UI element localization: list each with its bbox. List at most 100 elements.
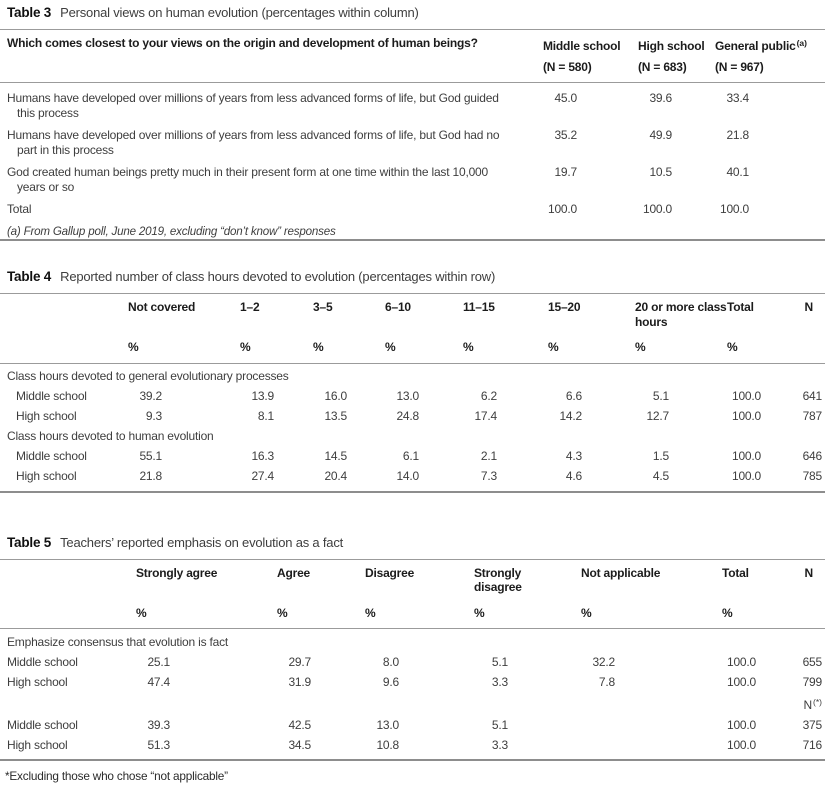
table4-label: Table 4 xyxy=(7,269,52,284)
col-header: 6–10 xyxy=(385,293,463,329)
cell-value: 3.3 xyxy=(491,737,508,752)
table4-header-row: Not covered 1–2 3–5 6–10 11–15 15–20 20 … xyxy=(0,293,825,329)
cell-value: 24.8 xyxy=(396,409,419,423)
table3-header-row: Which comes closest to your views on the… xyxy=(0,29,825,83)
cell-value: 100.0 xyxy=(726,674,756,689)
cell-value: 39.3 xyxy=(147,717,170,732)
section-label: Class hours devoted to human evolution xyxy=(7,429,214,443)
cell-value: 7.3 xyxy=(480,469,497,483)
cell-value: 100.0 xyxy=(731,469,761,483)
percent-header: % xyxy=(313,329,385,364)
table3-section: Table 3 Personal views on human evolution… xyxy=(0,5,825,241)
cell: 8.0 xyxy=(365,649,474,669)
cell-value: 45.0 xyxy=(554,91,577,105)
cell-value: 20.4 xyxy=(324,469,347,483)
cell-value: 5.1 xyxy=(652,389,669,403)
row-label: Middle school xyxy=(16,449,87,463)
cell-value: 7.8 xyxy=(598,674,615,689)
cell-value: 100.0 xyxy=(731,389,761,403)
cell: 39.6 xyxy=(638,83,715,121)
col-header: Disagree xyxy=(365,558,474,595)
cell-n: 655 xyxy=(802,654,823,669)
table-row: High school 9.3 8.1 13.5 24.8 17.4 14.2 … xyxy=(0,404,825,424)
col-header: 20 or more class hours xyxy=(635,293,727,329)
table3-footnote-row: (a) From Gallup poll, June 2019, excludi… xyxy=(0,217,825,241)
cell-value: 10.5 xyxy=(649,165,672,179)
percent-header: % xyxy=(365,594,474,629)
cell-value: 51.3 xyxy=(147,737,170,752)
cell-value: 100.0 xyxy=(731,409,761,423)
table-row: Middle school 25.1 29.7 8.0 5.1 32.2 100… xyxy=(0,649,825,669)
cell: 6.6 xyxy=(548,384,635,404)
cell-value: 31.9 xyxy=(288,674,311,689)
col-header: 1–2 xyxy=(240,293,313,329)
cell-value: 34.5 xyxy=(288,737,311,752)
cell: 16.3 xyxy=(240,444,313,464)
cell-value: 1.5 xyxy=(652,449,669,463)
table3-desc: Personal views on human evolution (perce… xyxy=(60,5,419,20)
cell: 100.0 xyxy=(727,444,795,464)
section-header-row: Emphasize consensus that evolution is fa… xyxy=(0,629,825,650)
cell-value: 17.4 xyxy=(474,409,497,423)
col-header: Not applicable xyxy=(581,558,722,595)
table-row: High school 51.3 34.5 10.8 3.3 100.0 716 xyxy=(0,732,825,760)
col-header-n: N xyxy=(795,558,825,595)
col-name: High school xyxy=(638,39,705,53)
cell-value: 8.1 xyxy=(257,409,274,423)
cell-value: 6.6 xyxy=(565,389,582,403)
section-label: Emphasize consensus that evolution is fa… xyxy=(7,634,229,649)
cell: 6.2 xyxy=(463,384,548,404)
cell-value: 100.0 xyxy=(642,202,672,216)
empty-header xyxy=(0,293,128,329)
table5-header-row: Strongly agree Agree Disagree Strongly d… xyxy=(0,558,825,595)
cell-value: 40.1 xyxy=(726,165,749,179)
percent-header: % xyxy=(128,329,240,364)
table5: Strongly agree Agree Disagree Strongly d… xyxy=(0,558,825,761)
table3-label: Table 3 xyxy=(7,5,52,20)
table-row: High school 47.4 31.9 9.6 3.3 7.8 100.0 … xyxy=(0,669,825,689)
table3: Which comes closest to your views on the… xyxy=(0,29,825,241)
col-header: Total xyxy=(722,558,795,595)
cell: 19.7 xyxy=(543,157,638,194)
cell: 100.0 xyxy=(722,669,795,689)
cell: 13.0 xyxy=(385,384,463,404)
n-star-header-row: N(*) xyxy=(0,689,825,712)
cell: 14.2 xyxy=(548,404,635,424)
cell: 3.3 xyxy=(474,732,581,760)
cell: 5.1 xyxy=(635,384,727,404)
cell: 14.5 xyxy=(313,444,385,464)
percent-header: % xyxy=(277,594,365,629)
cell-value: 29.7 xyxy=(288,654,311,669)
cell: 14.0 xyxy=(385,464,463,492)
col-header-n: (N = 967) xyxy=(715,59,764,74)
col-header: Not covered xyxy=(128,293,240,329)
cell: 39.2 xyxy=(128,384,240,404)
cell-value: 55.1 xyxy=(139,449,162,463)
cell: 34.5 xyxy=(277,732,365,760)
cell-n: 785 xyxy=(802,469,823,483)
cell-value: 4.6 xyxy=(565,469,582,483)
cell-value: 13.5 xyxy=(324,409,347,423)
cell: 4.5 xyxy=(635,464,727,492)
cell-value: 9.6 xyxy=(382,674,399,689)
row-label: High school xyxy=(16,409,77,423)
cell: 2.1 xyxy=(463,444,548,464)
cell: 5.1 xyxy=(474,712,581,732)
cell-value: 21.8 xyxy=(139,469,162,483)
cell-value: 6.1 xyxy=(402,449,419,463)
cell: 42.5 xyxy=(277,712,365,732)
percent-header: % xyxy=(474,594,581,629)
col-name: Middle school xyxy=(543,39,621,53)
cell-value: 14.2 xyxy=(559,409,582,423)
table-row: God created human beings pretty much in … xyxy=(0,157,825,194)
cell-value: 47.4 xyxy=(147,674,170,689)
col-header: 15–20 xyxy=(548,293,635,329)
row-label: Total xyxy=(7,202,32,216)
cell: 6.1 xyxy=(385,444,463,464)
cell: 39.3 xyxy=(136,712,277,732)
cell: 25.1 xyxy=(136,649,277,669)
cell: 13.9 xyxy=(240,384,313,404)
table5-title: Table 5 Teachers’ reported emphasis on ev… xyxy=(7,535,825,551)
table-row: Middle school 39.2 13.9 16.0 13.0 6.2 6.… xyxy=(0,384,825,404)
table3-col-header: General public(a) (N = 967) xyxy=(715,29,825,83)
